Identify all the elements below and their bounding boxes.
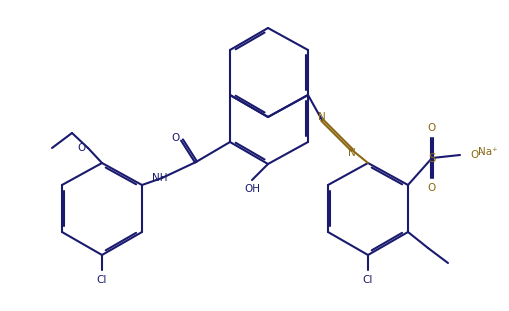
Text: OH: OH — [244, 184, 260, 194]
Text: O: O — [78, 143, 86, 153]
Text: O: O — [172, 133, 180, 143]
Text: N: N — [348, 148, 356, 158]
Text: NH: NH — [152, 173, 168, 183]
Text: O⁻: O⁻ — [470, 150, 484, 160]
Text: Cl: Cl — [97, 275, 107, 285]
Text: Cl: Cl — [363, 275, 373, 285]
Text: S: S — [428, 151, 436, 165]
Text: N: N — [318, 112, 326, 122]
Text: Na⁺: Na⁺ — [478, 147, 498, 157]
Text: O: O — [428, 183, 436, 193]
Text: O: O — [428, 123, 436, 133]
